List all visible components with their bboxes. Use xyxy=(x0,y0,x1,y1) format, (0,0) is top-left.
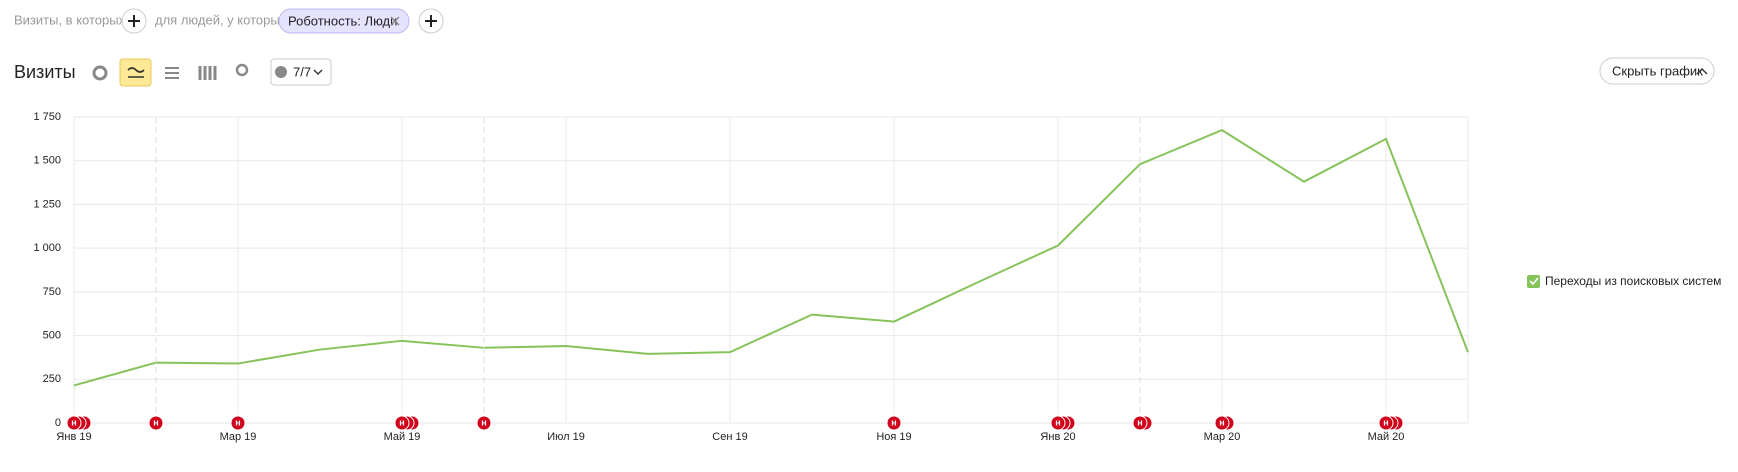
x-tick-label: Ноя 19 xyxy=(876,431,911,443)
y-tick-label: 1 250 xyxy=(33,198,61,210)
y-tick-label: 0 xyxy=(55,417,61,429)
annotation-dot xyxy=(148,415,164,431)
add-filter-button[interactable] xyxy=(418,8,444,34)
annotation-label: н xyxy=(1055,417,1060,427)
annotation-label: н xyxy=(891,417,896,427)
annotation[interactable]: н xyxy=(886,415,902,431)
y-tick-label: 750 xyxy=(43,286,61,298)
annotation-label: н xyxy=(71,417,76,427)
annotation[interactable]: н xyxy=(394,415,420,431)
x-tick-label: Янв 20 xyxy=(1040,431,1075,443)
chip-label: Роботность: Люди xyxy=(288,13,397,28)
x-tick-label: Мар 19 xyxy=(220,431,257,443)
annotation-label: н xyxy=(153,417,158,427)
annotation[interactable]: н xyxy=(476,415,492,431)
pie-icon[interactable] xyxy=(92,65,108,81)
annotation-label: н xyxy=(1383,417,1388,427)
chart-title: Визиты xyxy=(14,62,76,82)
annotation[interactable]: н xyxy=(1050,415,1076,431)
annotation-dot xyxy=(886,415,902,431)
x-tick-label: Май 20 xyxy=(1368,431,1405,443)
annotation-label: н xyxy=(481,417,486,427)
x-tick-label: Июл 19 xyxy=(547,431,585,443)
y-tick-label: 500 xyxy=(43,329,61,341)
map-icon[interactable] xyxy=(235,63,249,77)
annotation-dot xyxy=(394,415,410,431)
y-tick-label: 1 750 xyxy=(33,111,61,123)
bar-icon[interactable] xyxy=(198,66,217,80)
annotation-dot xyxy=(1214,415,1230,431)
y-tick-label: 250 xyxy=(43,373,61,385)
annotation[interactable]: н xyxy=(148,415,164,431)
notes-dropdown[interactable] xyxy=(270,58,332,86)
x-tick-label: Май 19 xyxy=(384,431,421,443)
annotation-dot xyxy=(476,415,492,431)
filter-chip[interactable] xyxy=(278,8,410,34)
y-tick-label: 1 000 xyxy=(33,242,61,254)
annotation-dot xyxy=(230,415,246,431)
series-line xyxy=(73,128,1469,387)
annotation-dot xyxy=(66,415,82,431)
legend-label: Переходы из поисковых систем xyxy=(1545,274,1721,288)
filter-label: для людей, у которых xyxy=(155,12,287,27)
filter-label: Визиты, в которых xyxy=(14,12,126,27)
add-filter-button[interactable] xyxy=(121,8,147,34)
line-icon[interactable] xyxy=(119,58,152,87)
annotation[interactable]: н xyxy=(1214,415,1235,431)
annotation-label: н xyxy=(399,417,404,427)
annotation-label: н xyxy=(235,417,240,427)
notes-counter: 7/7 xyxy=(293,64,311,79)
annotation-dot xyxy=(1378,415,1394,431)
annotation-label: н xyxy=(1219,417,1224,427)
annotation[interactable]: н xyxy=(66,415,92,431)
annotation-dot xyxy=(1050,415,1066,431)
x-tick-label: Сен 19 xyxy=(712,431,747,443)
hide-chart-label: Скрыть график xyxy=(1612,63,1703,78)
annotation-label: н xyxy=(1137,417,1142,427)
legend-checkbox[interactable] xyxy=(1527,275,1540,288)
area-icon[interactable] xyxy=(165,67,179,79)
x-tick-label: Мар 20 xyxy=(1204,431,1241,443)
chip-remove[interactable] xyxy=(390,16,400,26)
x-tick-label: Янв 19 xyxy=(56,431,91,443)
annotation[interactable]: н xyxy=(1378,415,1404,431)
y-tick-label: 1 500 xyxy=(33,155,61,167)
hide-chart-button[interactable] xyxy=(1599,57,1715,85)
annotation-dot xyxy=(1132,415,1148,431)
annotation[interactable]: н xyxy=(1132,415,1153,431)
annotation[interactable]: н xyxy=(230,415,246,431)
